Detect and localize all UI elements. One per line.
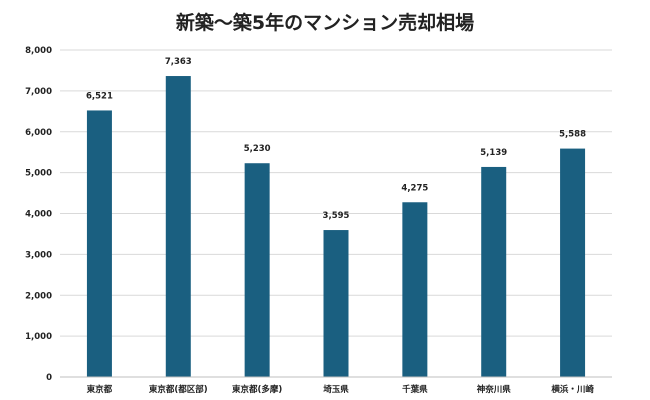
data-label: 7,363	[165, 57, 192, 67]
y-tick-label: 0	[46, 373, 52, 383]
bar	[402, 202, 428, 377]
data-label: 4,275	[401, 183, 428, 193]
y-tick-label: 2,000	[25, 291, 52, 301]
y-tick-label: 6,000	[25, 128, 52, 138]
bar	[165, 76, 191, 377]
data-label: 5,139	[480, 148, 507, 158]
chart-title: 新築～築5年のマンション売却相場	[175, 12, 475, 34]
x-category-label: 横浜・川崎	[550, 384, 594, 395]
y-tick-label: 8,000	[25, 46, 52, 56]
bar	[86, 110, 112, 377]
y-tick-label: 7,000	[25, 87, 52, 97]
x-category-label: 埼玉県	[323, 384, 349, 395]
data-label: 6,521	[86, 91, 113, 101]
x-category-label: 東京都(多摩)	[232, 384, 282, 395]
x-category-label: 神奈川県	[477, 384, 512, 395]
x-category-label: 千葉県	[402, 384, 428, 395]
data-label: 5,588	[559, 130, 586, 140]
data-label: 5,230	[244, 144, 271, 154]
x-category-label: 東京都(都区部)	[149, 384, 208, 395]
data-label: 3,595	[323, 211, 350, 221]
y-tick-label: 5,000	[25, 169, 52, 179]
bar	[481, 166, 507, 377]
y-tick-label: 3,000	[25, 250, 52, 260]
y-tick-label: 1,000	[25, 332, 52, 342]
x-category-label: 東京都	[87, 384, 113, 395]
y-tick-label: 4,000	[25, 210, 52, 220]
bar	[560, 148, 586, 377]
bar	[323, 230, 349, 377]
bar	[244, 163, 270, 377]
